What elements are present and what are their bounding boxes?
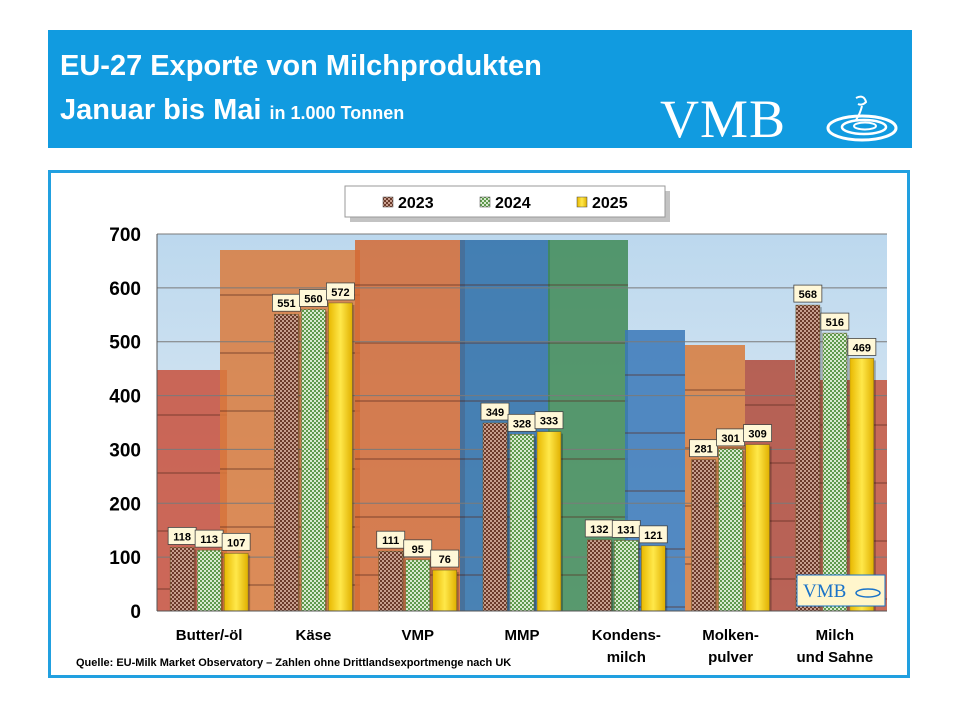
bars: [169, 302, 876, 612]
data-labels: 118 113 107 551 560 572 111 95 76 349 328 333 132 131…: [167, 282, 877, 568]
x-tick-label: Kondens-: [592, 627, 661, 644]
bar-2024: [822, 332, 848, 612]
bar-2023: [169, 547, 195, 612]
legend-swatch: [382, 196, 394, 208]
title-line2: Januar bis Mai in 1.000 Tonnen: [60, 94, 404, 127]
y-tick-label: 200: [109, 494, 141, 515]
data-label: 328: [513, 418, 531, 430]
inset-swirl-icon: [855, 588, 881, 598]
data-label-box: [221, 532, 251, 551]
data-label: 121: [644, 530, 662, 542]
data-label: 301: [721, 433, 739, 445]
vmb-logo: VMB: [660, 89, 787, 149]
legend-label: 2023: [398, 195, 434, 212]
data-label-box: [430, 549, 460, 568]
bar-2024: [301, 309, 326, 612]
legend-label: 2024: [495, 195, 531, 212]
data-label: 95: [412, 544, 424, 556]
y-tick-label: 300: [109, 440, 141, 461]
data-label: 107: [227, 537, 245, 549]
bar-2023: [274, 313, 299, 612]
legend-label: 2025: [592, 195, 628, 212]
data-label-box: [743, 424, 772, 442]
x-tick-label: VMP: [401, 627, 434, 644]
bar-2025: [328, 302, 353, 612]
y-tick-label: 700: [109, 225, 141, 246]
data-label: 469: [853, 342, 871, 354]
title-period: Januar bis Mai: [60, 94, 262, 126]
data-label: 333: [540, 416, 558, 428]
y-tick-label: 500: [109, 333, 141, 354]
data-label: 309: [748, 429, 766, 441]
data-label: 113: [200, 534, 218, 546]
title-unit: in 1.000 Tonnen: [269, 103, 405, 123]
bar-2025: [745, 444, 770, 612]
bar-2023: [482, 422, 508, 612]
x-tick-label: Molken-: [702, 627, 759, 644]
data-label-box: [480, 402, 510, 421]
bar-2024: [509, 434, 535, 612]
y-tick-label: 600: [109, 279, 141, 300]
bar-2025: [223, 553, 249, 612]
data-label-box: [403, 539, 433, 558]
bar-2023: [378, 550, 403, 612]
data-label-box: [638, 525, 668, 544]
data-label-box: [534, 411, 564, 430]
vmb-swirl-icon: [826, 95, 898, 142]
y-tick-label: 0: [130, 602, 141, 623]
bar-2023: [587, 539, 612, 612]
bar-2025: [849, 358, 875, 612]
legend-box: [344, 185, 666, 218]
inset-logo-text: VMB: [803, 581, 846, 602]
y-tick-label: 400: [109, 387, 141, 408]
x-tick-label: MMP: [505, 627, 540, 644]
axes: 0 100 200 300 400 500 600 700 Butter/-öl Käse VMP M…: [109, 225, 887, 666]
bar-2025: [536, 431, 562, 612]
data-label: 118: [173, 531, 191, 543]
source-note: Quelle: EU-Milk Market Observatory – Zah…: [76, 657, 512, 669]
x-tick-label: und Sahne: [797, 649, 874, 666]
x-tick-label: Käse: [295, 627, 331, 644]
data-label: 111: [382, 535, 399, 547]
data-label: 516: [826, 317, 844, 329]
bar-2023: [691, 459, 716, 612]
data-label: 551: [277, 298, 295, 310]
data-label-box: [326, 282, 355, 301]
x-tick-label: Butter/-öl: [176, 627, 243, 644]
legend-swatch: [576, 196, 588, 208]
data-label-box: [793, 284, 823, 303]
bar-2024: [718, 448, 743, 612]
data-label: 76: [439, 554, 451, 566]
bar-2025: [641, 545, 666, 612]
data-label-box: [689, 439, 718, 458]
data-label: 131: [617, 524, 635, 536]
bar-2024: [196, 549, 222, 612]
legend: 2023 2024 2025: [344, 185, 670, 222]
data-label: 560: [304, 293, 322, 305]
bar-2025: [432, 569, 457, 612]
data-label: 281: [694, 444, 712, 456]
data-label-box: [847, 338, 877, 356]
inset-logo: VMB: [796, 574, 886, 607]
y-tick-label: 100: [109, 548, 141, 569]
data-label: 568: [799, 289, 817, 301]
legend-swatch: [479, 196, 491, 208]
data-label: 132: [590, 524, 608, 536]
bar-2023: [795, 304, 821, 612]
data-label-box: [820, 312, 850, 331]
title-line1: EU-27 Exporte von Milchprodukten: [60, 50, 542, 82]
data-label: 349: [486, 407, 504, 419]
x-tick-label: Milch: [816, 627, 854, 644]
x-tick-label: pulver: [708, 649, 753, 666]
x-tick-label: milch: [607, 649, 646, 666]
bar-2024: [405, 559, 430, 612]
bar-2024: [614, 540, 639, 612]
data-label: 572: [331, 287, 349, 299]
header-banner: EU-27 Exporte von Milchprodukten Januar …: [48, 30, 912, 149]
